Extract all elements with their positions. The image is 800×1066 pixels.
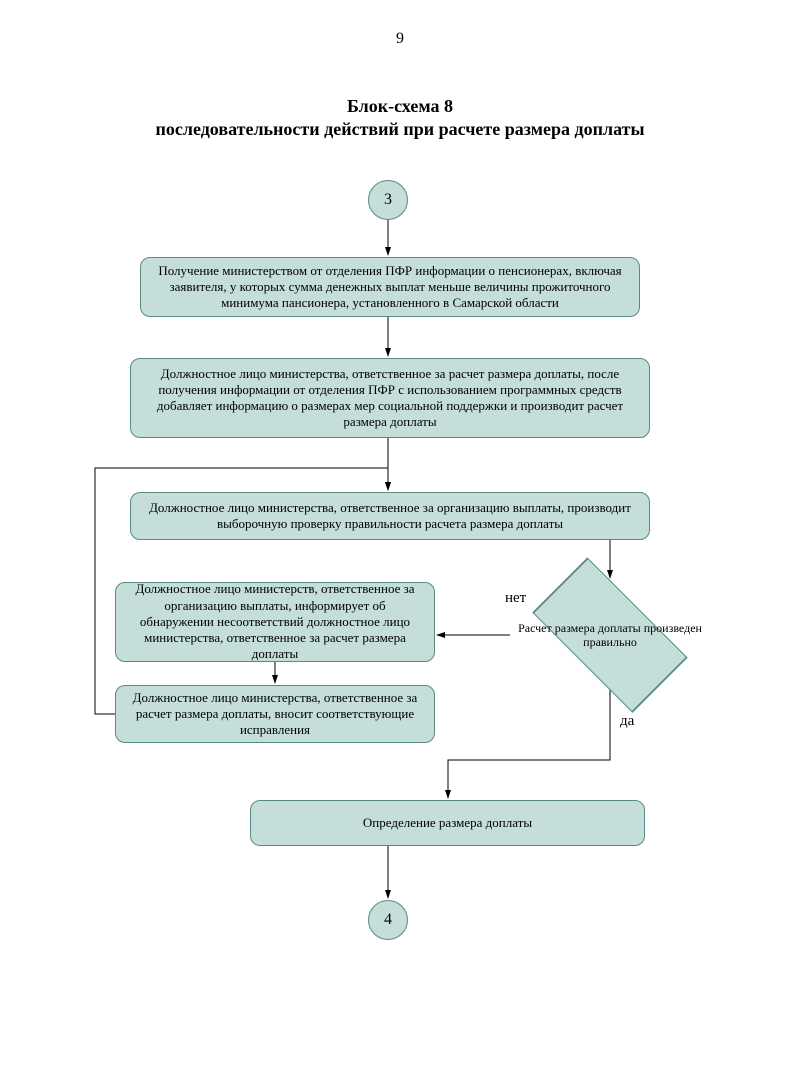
flowchart-process-6: Определение размера доплаты [250,800,645,846]
process-2-text: Должностное лицо министерства, ответстве… [141,366,639,431]
flowchart-process-3: Должностное лицо министерства, ответстве… [130,492,650,540]
flowchart-process-1: Получение министерством от отделения ПФР… [140,257,640,317]
start-label: 3 [384,191,392,209]
process-3-text: Должностное лицо министерства, ответстве… [141,500,639,533]
process-6-text: Определение размера доплаты [363,815,532,831]
end-label: 4 [384,911,392,929]
flowchart-process-2: Должностное лицо министерства, ответстве… [130,358,650,438]
title-line-2: последовательности действий при расчете … [155,119,644,139]
flowchart-start-connector: 3 [368,180,408,220]
edge-label-no: нет [505,590,526,607]
flowchart-end-connector: 4 [368,900,408,940]
diagram-title: Блок-схема 8 последовательности действий… [0,95,800,142]
page-number: 9 [0,30,800,48]
flowchart-process-4: Должностное лицо министерств, ответствен… [115,582,435,662]
edge-label-yes: да [620,713,634,730]
flowchart-decision: Расчет размера доплаты произведен правил… [510,580,710,690]
process-1-text: Получение министерством от отделения ПФР… [151,263,629,312]
flowchart-process-5: Должностное лицо министерства, ответстве… [115,685,435,743]
process-4-text: Должностное лицо министерств, ответствен… [126,581,424,662]
process-5-text: Должностное лицо министерства, ответстве… [126,690,424,739]
decision-text: Расчет размера доплаты произведен правил… [510,580,710,690]
title-line-1: Блок-схема 8 [347,96,453,116]
